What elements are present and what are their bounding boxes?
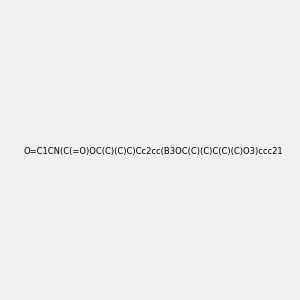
Text: O=C1CN(C(=O)OC(C)(C)C)Cc2cc(B3OC(C)(C)C(C)(C)O3)ccc21: O=C1CN(C(=O)OC(C)(C)C)Cc2cc(B3OC(C)(C)C(… (24, 147, 284, 156)
